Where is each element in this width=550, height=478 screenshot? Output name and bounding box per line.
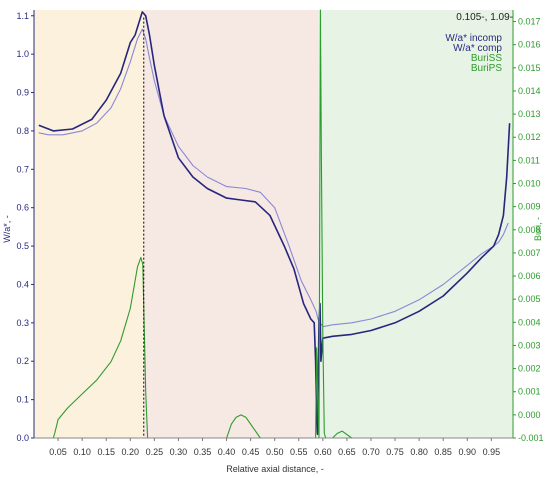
x-axis-ticks: 0.05 0.10 0.15 0.20 0.25 0.30 0.35 0.40 0.45 0.50…: [49, 438, 500, 457]
legend-item-w-a-incomp: W/a* incomp: [445, 33, 502, 44]
y-right-tick-label: 0.003: [518, 340, 541, 350]
y-right-tick-label: 0.010: [518, 179, 541, 189]
series-line-w-a-incomp: [38, 28, 509, 328]
y-right-tick-label: 0.014: [518, 86, 541, 96]
x-tick-label: 0.70: [362, 447, 380, 457]
x-tick-label: 0.85: [434, 447, 452, 457]
y-right-tick-label: 0.017: [518, 17, 541, 27]
x-tick-label: 0.75: [386, 447, 404, 457]
x-tick-label: 0.25: [146, 447, 164, 457]
y-right-tick-label: 0.012: [518, 132, 541, 142]
y-right-tick-label: 0.006: [518, 271, 541, 281]
region-1: [34, 10, 144, 438]
y-right-tick-label: -0.001: [518, 433, 544, 443]
region-3: [318, 10, 513, 438]
y-right-tick-label: 0.004: [518, 317, 541, 327]
y-left-axis-title: W/a*, -: [2, 215, 12, 243]
y-left-tick-label: 0.4: [16, 279, 29, 289]
x-tick-label: 0.50: [266, 447, 284, 457]
y-right-tick-label: 0.008: [518, 225, 541, 235]
y-left-tick-label: 0.9: [16, 88, 29, 98]
legend-item-w-a-comp: W/a* comp: [453, 43, 502, 54]
y-left-tick-label: 0.6: [16, 203, 29, 213]
y-left-tick-label: 0.0: [16, 433, 29, 443]
y-left-tick-label: 0.1: [16, 395, 29, 405]
x-tick-label: 0.55: [290, 447, 308, 457]
y-left-tick-label: 1.0: [16, 49, 29, 59]
x-axis-title: Relative axial distance, -: [226, 464, 324, 474]
x-tick-label: 0.20: [122, 447, 140, 457]
x-tick-label: 0.40: [218, 447, 236, 457]
region-2: [143, 10, 319, 438]
y-right-tick-label: 0.011: [518, 155, 540, 165]
y-left-tick-label: 1.1: [16, 11, 29, 21]
y-right-tick-label: 0.001: [518, 387, 541, 397]
y-right-tick-label: 0.002: [518, 364, 541, 374]
y-right-tick-label: 0.005: [518, 294, 541, 304]
y-left-tick-label: 0.7: [16, 164, 29, 174]
x-tick-label: 0.95: [483, 447, 501, 457]
cursor-readout: 0.105-, 1.09-: [456, 12, 513, 23]
x-tick-label: 0.15: [97, 447, 115, 457]
y-right-axis-ticks: -0.001 0.000 0.001 0.002 0.003 0.004 0.005 0.00…: [513, 17, 544, 443]
y-right-tick-label: 0.000: [518, 410, 541, 420]
y-right-tick-label: 0.015: [518, 63, 541, 73]
y-right-tick-label: 0.009: [518, 202, 541, 212]
y-left-tick-label: 0.3: [16, 318, 29, 328]
y-right-axis-title: Buri, -: [533, 217, 543, 241]
legend-item-buriss: BuriSS: [471, 53, 502, 64]
x-tick-label: 0.35: [194, 447, 212, 457]
x-tick-label: 0.65: [338, 447, 356, 457]
axes: [33, 10, 514, 439]
y-right-tick-label: 0.016: [518, 40, 541, 50]
series-line-w-a-comp: [38, 11, 511, 436]
y-left-axis-ticks: 0.0 0.1 0.2 0.3 0.4 0.5 0.6 0.7 0.8 0.9 1.0 1.1: [16, 11, 34, 443]
y-left-tick-label: 0.2: [16, 356, 29, 366]
y-right-tick-label: 0.013: [518, 109, 541, 119]
legend-item-burips: BuriPS: [471, 63, 502, 74]
y-left-tick-label: 0.8: [16, 126, 29, 136]
x-tick-label: 0.80: [410, 447, 428, 457]
y-right-tick-label: 0.007: [518, 248, 541, 258]
y-left-tick-label: 0.5: [16, 241, 29, 251]
x-tick-label: 0.90: [459, 447, 477, 457]
x-tick-label: 0.10: [73, 447, 91, 457]
x-tick-label: 0.60: [314, 447, 332, 457]
x-tick-label: 0.30: [170, 447, 188, 457]
x-tick-label: 0.45: [242, 447, 260, 457]
region-backgrounds: [34, 10, 513, 438]
x-tick-label: 0.05: [49, 447, 67, 457]
